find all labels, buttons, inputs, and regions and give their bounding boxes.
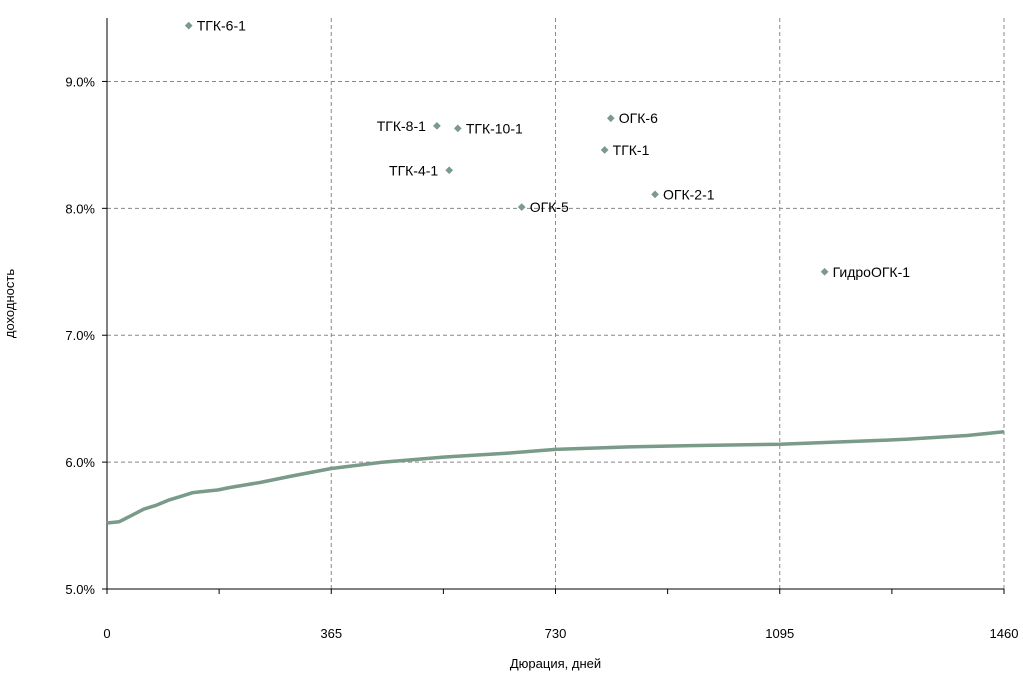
bond-point-label: ТГК-8-1 (377, 118, 426, 134)
x-tick-label: 1095 (765, 626, 794, 641)
bond-point-label: ТГК-1 (613, 142, 650, 158)
yield-curve-line (106, 429, 1005, 525)
bond-point-label: ТГК-4-1 (389, 162, 438, 178)
x-tick-label: 365 (320, 626, 342, 641)
y-tick-label: 5.0% (65, 582, 95, 597)
bond-point-marker (432, 121, 441, 130)
bond-point-marker (453, 124, 462, 133)
x-axis-title: Дюрация, дней (510, 656, 601, 671)
axis-ticks (102, 80, 1005, 594)
bond-point-label: ОГК-6 (619, 110, 658, 126)
bond-point-marker (600, 146, 609, 154)
bond-point-label: ТГК-6-1 (197, 18, 246, 34)
y-tick-label: 6.0% (65, 455, 95, 470)
bond-point-label: ТГК-10-1 (466, 120, 523, 136)
bond-point-marker (445, 166, 454, 175)
y-tick-label: 7.0% (65, 328, 95, 343)
x-tick-label: 730 (545, 626, 567, 641)
x-tick-label: 1460 (990, 626, 1019, 641)
x-tick-label: 0 (103, 626, 110, 641)
bond-point-marker (651, 190, 659, 199)
y-tick-label: 8.0% (65, 201, 95, 216)
bond-point-label: ГидроОГК-1 (833, 264, 911, 280)
bond-point-label: ОГК-2-1 (663, 186, 715, 202)
bond-point-label: ОГК-5 (530, 199, 569, 215)
bond-point-marker (606, 114, 615, 123)
bond-point-marker (184, 21, 193, 30)
y-axis-title: доходность (2, 269, 17, 338)
bond-point-marker (517, 203, 526, 212)
tick-labels: 5.0% 6.0% 7.0% 8.0% 9.0% 0 365 730 1095 1460 (65, 74, 1018, 641)
bond-point-marker (820, 267, 829, 276)
bond-points: ТГК-6-1 ТГК-8-1 ТГК-10-1 ТГК-4-1 ОГК-6 ТГК-1 О… (184, 18, 911, 280)
y-tick-label: 9.0% (65, 74, 95, 89)
grid-lines (107, 18, 1005, 589)
